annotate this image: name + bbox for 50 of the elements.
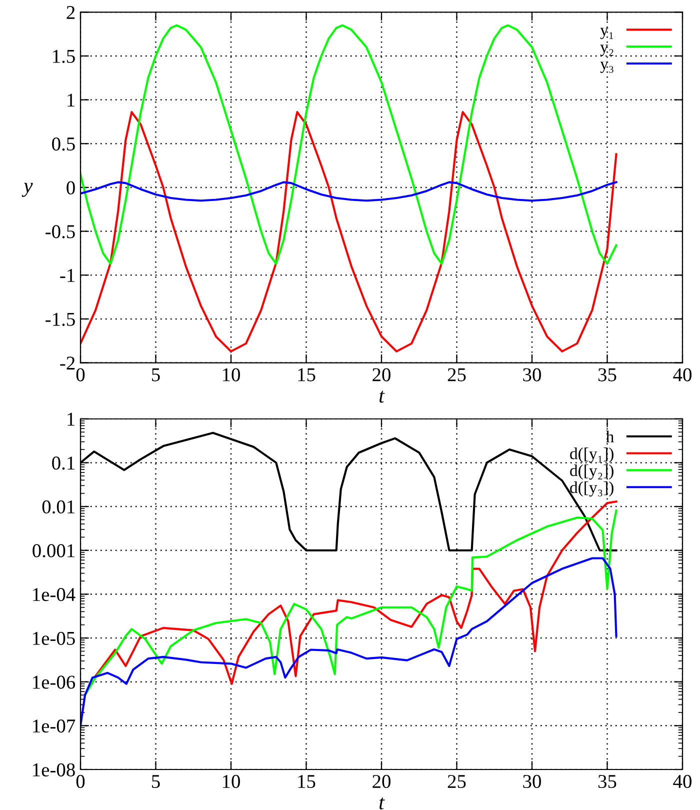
y-tick-label: 2: [66, 6, 75, 19]
x-tick-label: 30: [523, 368, 541, 382]
y-tick-label: 0: [66, 181, 75, 194]
line-series: [80, 24, 618, 265]
y-tick-label: 0.01: [42, 500, 74, 514]
legend-label: y₁: [600, 28, 614, 40]
y-axis-title: y: [22, 182, 33, 197]
x-axis-title: t: [380, 798, 385, 810]
x-tick-label: 25: [448, 368, 466, 382]
y-tick-label: 0.001: [32, 544, 74, 558]
x-tick-label: 35: [598, 774, 616, 788]
y-tick-label: -0.5: [46, 225, 75, 238]
y-tick-label: 1e-05: [33, 632, 75, 645]
legend-label: y₂: [600, 44, 614, 56]
y-tick-label: 1e-04: [33, 588, 76, 602]
x-tick-label: 25: [448, 774, 466, 788]
y-tick-label: 1e-08: [33, 763, 75, 776]
y-tick-label: -2: [60, 356, 75, 370]
legend-label: d([y₁]): [570, 448, 614, 463]
y-tick-label: 0.1: [52, 456, 74, 470]
line-series: [80, 557, 618, 727]
x-tick-label: 20: [372, 774, 390, 788]
y-tick-label: -1: [60, 269, 74, 282]
x-tick-label: 40: [673, 368, 692, 382]
y-tick-label: 1e-07: [33, 719, 76, 733]
legend-label: h: [606, 430, 614, 442]
y-tick-label: 1.5: [53, 50, 75, 63]
y-tick-label: 1e-06: [33, 676, 76, 689]
y-tick-label: -1.5: [46, 312, 75, 326]
y-tick-label: 1: [68, 412, 74, 426]
x-tick-label: 35: [598, 368, 616, 382]
x-tick-label: 10: [222, 368, 240, 382]
x-tick-label: 30: [523, 774, 541, 788]
x-tick-label: 0: [76, 368, 85, 382]
x-tick-label: 15: [298, 775, 316, 788]
x-tick-label: 15: [298, 368, 316, 382]
line-series: [80, 181, 618, 202]
x-tick-label: 20: [372, 368, 390, 382]
legend-label: y₃: [600, 62, 614, 73]
y-tick-label: 1: [68, 94, 74, 107]
legend-label: d([y₃]): [570, 481, 614, 497]
line-series: [80, 111, 618, 352]
x-tick-label: 0: [76, 774, 85, 788]
y-tick-label: 0.5: [52, 137, 75, 151]
x-tick-label: 5: [152, 775, 160, 788]
x-tick-label: 5: [152, 368, 160, 382]
legend-label: d([y₂]): [570, 464, 614, 480]
x-tick-label: 10: [222, 774, 240, 788]
x-tick-label: 40: [673, 774, 692, 788]
x-axis-title: t: [380, 390, 385, 403]
